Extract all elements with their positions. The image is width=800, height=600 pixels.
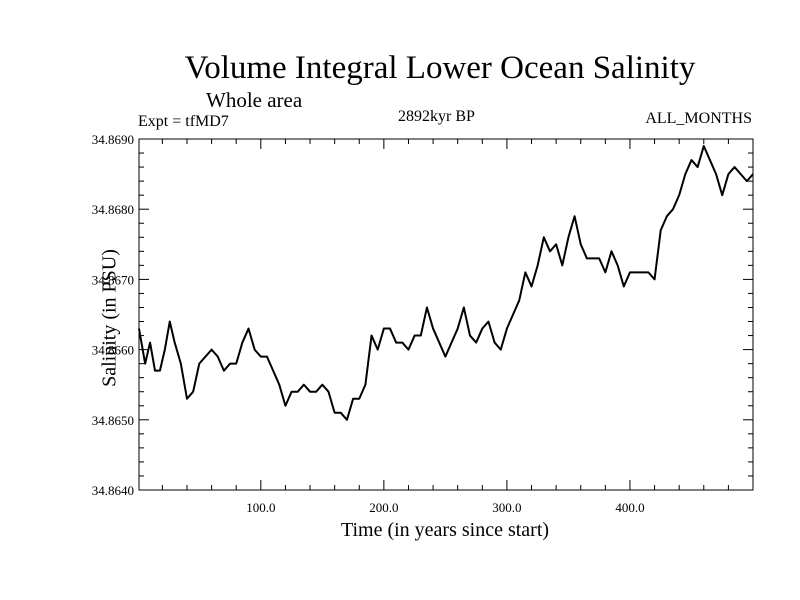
x-tick-label: 300.0 <box>492 500 521 515</box>
axis-ticks <box>139 138 753 491</box>
axis-tick-labels: 100.0 200.0 300.0 400.0 34.8640 34.8650 34.866… <box>92 132 645 515</box>
y-tick-label: 34.8640 <box>92 483 134 498</box>
plot-area-frame <box>138 138 754 491</box>
salinity-series-line <box>138 145 754 421</box>
x-axis-label: Time (in years since start) <box>340 519 550 541</box>
y-axis-label: Salinity (in PSU) <box>98 249 121 387</box>
y-tick-label: 34.8670 <box>92 272 134 287</box>
x-tick-label: 100.0 <box>246 500 275 515</box>
y-tick-label: 34.8680 <box>92 202 134 217</box>
experiment-label: Expt = tfMD7 <box>138 113 229 130</box>
chart-title: Volume Integral Lower Ocean Salinity <box>184 50 696 86</box>
months-label: ALL_MONTHS <box>645 110 752 127</box>
x-tick-label: 200.0 <box>369 500 398 515</box>
y-tick-label: 34.8660 <box>92 343 134 358</box>
chart-subtitle: Whole area <box>206 88 303 112</box>
y-tick-label: 34.8650 <box>92 413 134 428</box>
period-label: 2892kyr BP <box>398 108 475 125</box>
y-tick-label: 34.8690 <box>92 132 134 147</box>
x-tick-label: 400.0 <box>615 500 644 515</box>
